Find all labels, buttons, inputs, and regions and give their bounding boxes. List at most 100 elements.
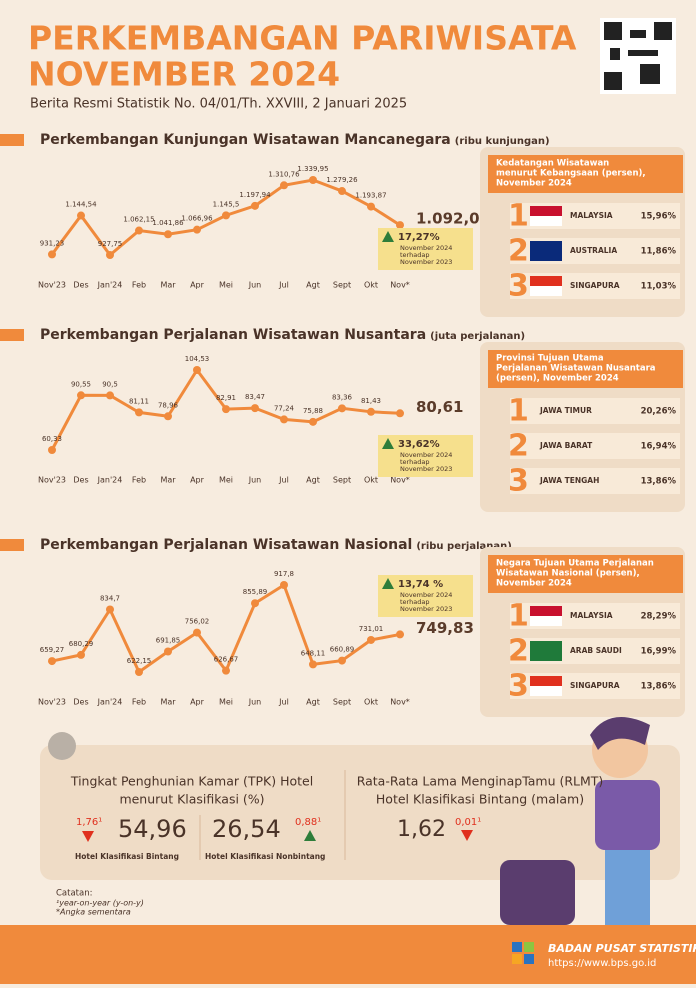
point — [77, 650, 85, 659]
point — [106, 391, 114, 400]
x-tick-label: Feb — [132, 281, 146, 290]
point — [396, 630, 404, 639]
bps-logo — [512, 942, 534, 964]
rank-number: 3 — [508, 464, 529, 499]
point — [309, 417, 317, 426]
rank-share: 15,96% — [641, 212, 677, 222]
point — [193, 225, 201, 234]
panel-header — [488, 155, 683, 193]
x-tick-label: Mei — [219, 281, 233, 290]
value-label: 917,8 — [274, 570, 294, 578]
x-tick-label: Sept — [333, 476, 351, 485]
value-label: 1.197,94 — [239, 191, 271, 199]
change-box — [378, 435, 473, 477]
panel-title: Kedatangan Wisatawan — [496, 159, 609, 169]
chart-title: Perkembangan Perjalanan Wisatawan Nusant… — [40, 327, 426, 343]
x-tick-label: Jan'24 — [97, 281, 123, 290]
tpk-label: Hotel Klasifikasi Bintang — [75, 852, 179, 861]
value-label: 855,89 — [243, 588, 268, 596]
tpk-title: menurut Klasifikasi (%) — [119, 792, 264, 807]
rank-name: AUSTRALIA — [570, 246, 617, 255]
x-tick-label: Jun — [248, 476, 262, 485]
org-name: BADAN PUSAT STATISTIK — [548, 942, 696, 955]
subtitle: Berita Resmi Statistik No. 04/01/Th. XXV… — [30, 97, 407, 112]
point — [77, 211, 85, 220]
x-tick-label: Mei — [219, 476, 233, 485]
trend-arrow — [382, 438, 394, 449]
point — [396, 409, 404, 418]
value-label: 622,15 — [127, 657, 152, 665]
x-tick-label: Jun — [248, 698, 262, 707]
point — [338, 656, 346, 665]
rank-name: MALAYSIA — [570, 611, 613, 620]
x-tick-label: Nov'23 — [38, 476, 66, 485]
x-tick-label: Jul — [278, 476, 289, 485]
value-label: 1.145,5 — [213, 200, 240, 208]
x-tick-label: Feb — [132, 476, 146, 485]
value-label-main: 749,83 — [416, 619, 474, 637]
rank-name: JAWA TENGAH — [539, 476, 599, 485]
note: ¹year-on-year (y-on-y) — [56, 899, 144, 908]
rank-share: 16,94% — [641, 442, 677, 452]
rank-share: 28,29% — [641, 612, 677, 622]
change-value: 13,74 % — [398, 579, 443, 590]
point — [367, 407, 375, 416]
x-tick-label: Jul — [278, 281, 289, 290]
rank-name: MALAYSIA — [570, 211, 613, 220]
value-label: 1.066,96 — [181, 215, 213, 223]
x-tick-label: Des — [73, 281, 88, 290]
rank-name: ARAB SAUDI — [570, 646, 622, 655]
point — [193, 366, 201, 374]
value-label: 648,11 — [301, 649, 326, 657]
point — [367, 635, 375, 644]
tpk-value: 26,54 — [212, 815, 281, 843]
change-note: November 2023 — [400, 605, 452, 613]
value-label: 60,33 — [42, 435, 62, 443]
x-tick-label: Okt — [364, 698, 378, 707]
point — [164, 230, 172, 239]
x-tick-label: Agt — [306, 281, 320, 290]
value-label: 78,96 — [158, 401, 179, 409]
value-label: 927,75 — [98, 240, 123, 248]
change-note: November 2024 — [400, 451, 452, 459]
chart-unit: (juta perjalanan) — [430, 331, 525, 342]
rank-number: 1 — [508, 394, 529, 429]
rlmt-change: 0,01¹ — [455, 817, 481, 828]
rank-share: 20,26% — [641, 407, 677, 417]
change-box — [378, 575, 473, 617]
x-tick-label: Des — [73, 698, 88, 707]
point — [280, 581, 288, 589]
value-label: 77,24 — [274, 404, 295, 412]
panel-header — [488, 350, 683, 388]
value-label: 83,36 — [332, 393, 353, 401]
rank-number: 1 — [508, 199, 529, 234]
change-note: November 2023 — [400, 465, 452, 473]
panel-title: Perjalanan Wisatawan Nusantara — [496, 364, 656, 374]
value-label: 81,43 — [361, 397, 381, 405]
panel-title: Provinsi Tujuan Utama — [496, 354, 604, 364]
panel-title: November 2024 — [496, 179, 572, 189]
point — [164, 647, 172, 656]
point — [309, 176, 317, 184]
x-tick-label: Mar — [160, 476, 176, 485]
change-box — [378, 228, 473, 270]
value-label: 1.144,54 — [65, 201, 97, 209]
value-label: 731,01 — [359, 625, 384, 633]
point — [135, 668, 143, 676]
value-label: 90,55 — [71, 380, 91, 388]
x-tick-label: Jan'24 — [97, 476, 123, 485]
x-tick-label: Jan'24 — [97, 698, 123, 707]
footer-band — [0, 925, 696, 984]
chart-title: Perkembangan Kunjungan Wisatawan Mancane… — [40, 132, 451, 148]
section-marker — [0, 134, 24, 146]
tpk-change: 0,88¹ — [295, 817, 321, 828]
change-note: November 2024 — [400, 244, 452, 252]
value-label: 1.062,15 — [123, 216, 154, 224]
change-note: November 2024 — [400, 591, 452, 599]
tpk-label: Hotel Klasifikasi Nonbintang — [205, 852, 325, 861]
value-label: 834,7 — [100, 594, 120, 602]
rank-share: 11,86% — [641, 247, 677, 257]
change-value: 17,27% — [398, 232, 440, 243]
flag — [530, 651, 562, 661]
rank-row — [510, 433, 680, 459]
